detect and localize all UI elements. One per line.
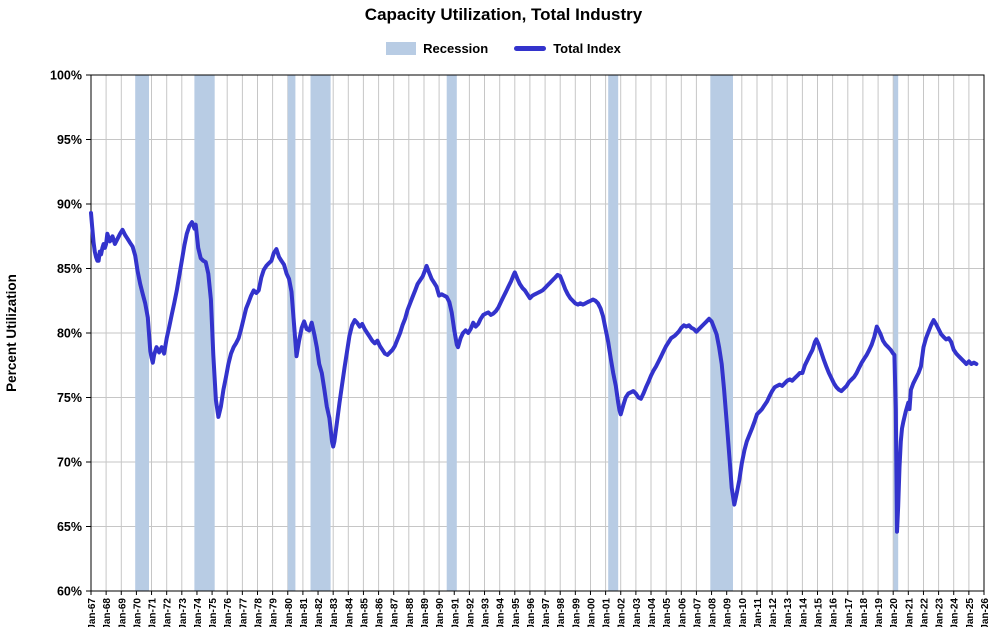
x-tick-label: Jan-73 — [178, 598, 189, 627]
x-tick-label: Jan-72 — [163, 598, 174, 627]
x-tick-label: Jan-95 — [511, 598, 522, 627]
x-tick-label: Jan-10 — [738, 598, 749, 627]
x-tick-label: Jan-03 — [632, 598, 643, 627]
x-tick-label: Jan-11 — [753, 598, 764, 627]
recession-band — [194, 75, 215, 591]
x-tick-label: Jan-04 — [647, 598, 658, 627]
x-tick-label: Jan-17 — [844, 598, 855, 627]
x-tick-label: Jan-68 — [102, 598, 113, 627]
x-tick-label: Jan-98 — [556, 598, 567, 627]
recession-band — [446, 75, 457, 591]
x-tick-label: Jan-99 — [571, 598, 582, 627]
y-tick-label: 60% — [57, 585, 82, 599]
x-tick-label: Jan-07 — [692, 598, 703, 627]
x-tick-label: Jan-87 — [390, 598, 401, 627]
x-tick-label: Jan-83 — [329, 598, 340, 627]
y-tick-label: 100% — [50, 69, 82, 83]
x-tick-label: Jan-79 — [269, 598, 280, 627]
x-tick-label: Jan-90 — [435, 598, 446, 627]
x-tick-label: Jan-70 — [132, 598, 143, 627]
x-tick-label: Jan-02 — [617, 598, 628, 627]
x-tick-label: Jan-26 — [980, 598, 991, 627]
recession-bands — [135, 75, 899, 591]
x-tick-label: Jan-97 — [541, 598, 552, 627]
x-tick-label: Jan-76 — [223, 598, 234, 627]
x-tick-label: Jan-84 — [344, 598, 355, 627]
recession-swatch-icon — [386, 41, 417, 55]
y-tick-label: 95% — [57, 133, 82, 147]
x-tick-label: Jan-82 — [314, 598, 325, 627]
legend-item-total-index: Total Index — [514, 41, 621, 56]
x-tick-label: Jan-24 — [950, 598, 961, 627]
x-tick-label: Jan-14 — [798, 598, 809, 627]
x-tick-label: Jan-88 — [405, 598, 416, 627]
x-tick-label: Jan-13 — [783, 598, 794, 627]
recession-band — [608, 75, 619, 591]
x-tick-label: Jan-01 — [602, 598, 613, 627]
x-tick-label: Jan-86 — [375, 598, 386, 627]
x-tick-label: Jan-25 — [965, 598, 976, 627]
y-tick-label: 80% — [57, 327, 82, 341]
x-tick-label: Jan-00 — [587, 598, 598, 627]
y-tick-label: 90% — [57, 198, 82, 212]
y-tick-label: 65% — [57, 520, 82, 534]
recession-band — [287, 75, 296, 591]
recession-band — [135, 75, 149, 591]
total-index-line — [89, 211, 979, 534]
x-tick-label: Jan-05 — [662, 598, 673, 627]
x-tick-label: Jan-67 — [87, 598, 98, 627]
x-tick-label: Jan-78 — [254, 598, 265, 627]
x-tick-label: Jan-69 — [117, 598, 128, 627]
x-tick-label: Jan-06 — [677, 598, 688, 627]
legend-label-total-index: Total Index — [553, 40, 621, 56]
recession-band — [310, 75, 331, 591]
x-tick-label: Jan-93 — [481, 598, 492, 627]
x-tick-label: Jan-71 — [148, 598, 159, 627]
x-tick-label: Jan-94 — [496, 598, 507, 627]
x-tick-label: Jan-21 — [904, 598, 915, 627]
x-tick-label: Jan-74 — [193, 598, 204, 627]
y-axis-title: Percent Utilization — [4, 274, 19, 392]
x-tick-label: Jan-77 — [238, 598, 249, 627]
recession-band — [710, 75, 733, 591]
legend-item-recession: Recession — [386, 41, 488, 56]
x-tick-label: Jan-92 — [465, 598, 476, 627]
y-tick-label: 75% — [57, 391, 82, 405]
x-tick-label: Jan-12 — [768, 598, 779, 627]
x-tick-label: Jan-16 — [829, 598, 840, 627]
gridlines — [91, 75, 984, 591]
x-tick-label: Jan-22 — [920, 598, 931, 627]
legend: Recession Total Index — [0, 37, 1007, 59]
x-tick-label: Jan-18 — [859, 598, 870, 627]
y-tick-label: 70% — [57, 456, 82, 470]
y-tick-label: 85% — [57, 262, 82, 276]
chart-plot-area: 60% 65% 70% 75% 80% 85% 90% 95% 100% Jan-67 Jan-68… — [4, 69, 991, 628]
x-tick-label: Jan-09 — [723, 598, 734, 627]
x-tick-label: Jan-81 — [299, 598, 310, 627]
x-tick-label: Jan-96 — [526, 598, 537, 627]
recession-band — [893, 75, 899, 591]
x-tick-label: Jan-85 — [359, 598, 370, 627]
total-index-swatch-icon — [514, 45, 547, 51]
x-tick-label: Jan-20 — [889, 598, 900, 627]
x-tick-label: Jan-75 — [208, 598, 219, 627]
x-tick-label: Jan-23 — [935, 598, 946, 627]
x-axis: Jan-67 Jan-68 Jan-69 Jan-70 Jan-71 Jan-72 Jan-… — [87, 591, 991, 627]
legend-label-recession: Recession — [423, 40, 489, 56]
chart-title: Capacity Utilization, Total Industry — [364, 5, 643, 24]
x-tick-label: Jan-91 — [450, 598, 461, 627]
x-tick-label: Jan-15 — [814, 598, 825, 627]
x-tick-label: Jan-80 — [284, 598, 295, 627]
x-tick-label: Jan-89 — [420, 598, 431, 627]
y-axis: 60% 65% 70% 75% 80% 85% 90% 95% 100% — [50, 69, 91, 599]
x-tick-label: Jan-19 — [874, 598, 885, 627]
x-tick-label: Jan-08 — [708, 598, 719, 627]
